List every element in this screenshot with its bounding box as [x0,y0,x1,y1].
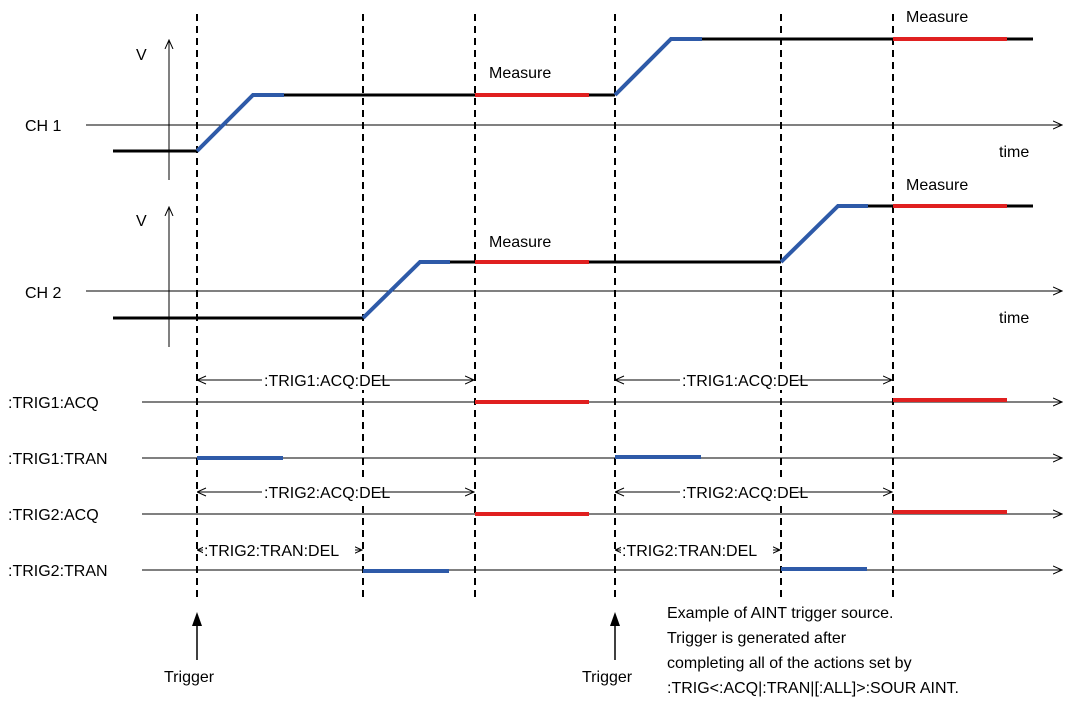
channel-2-label: CH 2 [25,285,62,302]
row-label-trig1-acq: :TRIG1:ACQ [8,395,99,412]
ch2-rise-2 [779,204,868,264]
ch2-rise-1 [361,260,450,320]
trigger-rows: :TRIG1:ACQ :TRIG1:TRAN :TRIG2:ACQ :TRIG2… [8,395,1062,580]
ch1-rise-1 [195,93,284,153]
trigger-arrowhead-1 [192,612,202,626]
note-line-2: Trigger is generated after [667,630,847,647]
trigger-arrowhead-2 [610,612,620,626]
row-label-trig1-tran: :TRIG1:TRAN [8,451,108,468]
note-line-4: :TRIG<:ACQ|:TRAN|[:ALL]>:SOUR AINT. [667,680,959,697]
note-line-1: Example of AINT trigger source. [667,605,893,622]
ch2-measure-label-1: Measure [489,234,551,251]
guide-lines [196,14,894,600]
trig2-acq-delay-label-1: :TRIG2:ACQ:DEL [264,485,390,502]
trig2-acq-delay-label-2: :TRIG2:ACQ:DEL [682,485,808,502]
trig1-acq-delay-label-1: :TRIG1:ACQ:DEL [264,373,390,390]
ch1-rise-2 [613,37,702,97]
channel-2-plot: V CH 2 time Measure Measure [25,177,1062,347]
trigger-label-1: Trigger [164,669,215,686]
row-label-trig2-tran: :TRIG2:TRAN [8,563,108,580]
trig2-tran-delay-label-2: :TRIG2:TRAN:DEL [622,543,757,560]
trig2-tran-delay-label-1: :TRIG2:TRAN:DEL [204,543,339,560]
channel-1-label: CH 1 [25,118,62,135]
channel-1-time-label: time [999,144,1029,161]
channel-2-time-label: time [999,310,1029,327]
note-block: Example of AINT trigger source. Trigger … [667,605,959,697]
delay-labels: :TRIG1:ACQ:DEL :TRIG1:ACQ:DEL :TRIG2:ACQ… [203,370,808,560]
row-label-trig2-acq: :TRIG2:ACQ [8,507,99,524]
trig1-acq-delay-label-2: :TRIG1:ACQ:DEL [682,373,808,390]
channel-2-v-label: V [136,213,147,230]
ch2-measure-label-2: Measure [906,177,968,194]
note-line-3: completing all of the actions set by [667,655,912,672]
delay-annotations [198,380,892,550]
trigger-label-2: Trigger [582,669,633,686]
channel-1-plot: V CH 1 time Measure Measure [25,9,1062,180]
ch1-measure-label-1: Measure [489,65,551,82]
channel-1-v-label: V [136,47,147,64]
trigger-markers: Trigger Trigger [164,612,633,686]
ch1-measure-label-2: Measure [906,9,968,26]
